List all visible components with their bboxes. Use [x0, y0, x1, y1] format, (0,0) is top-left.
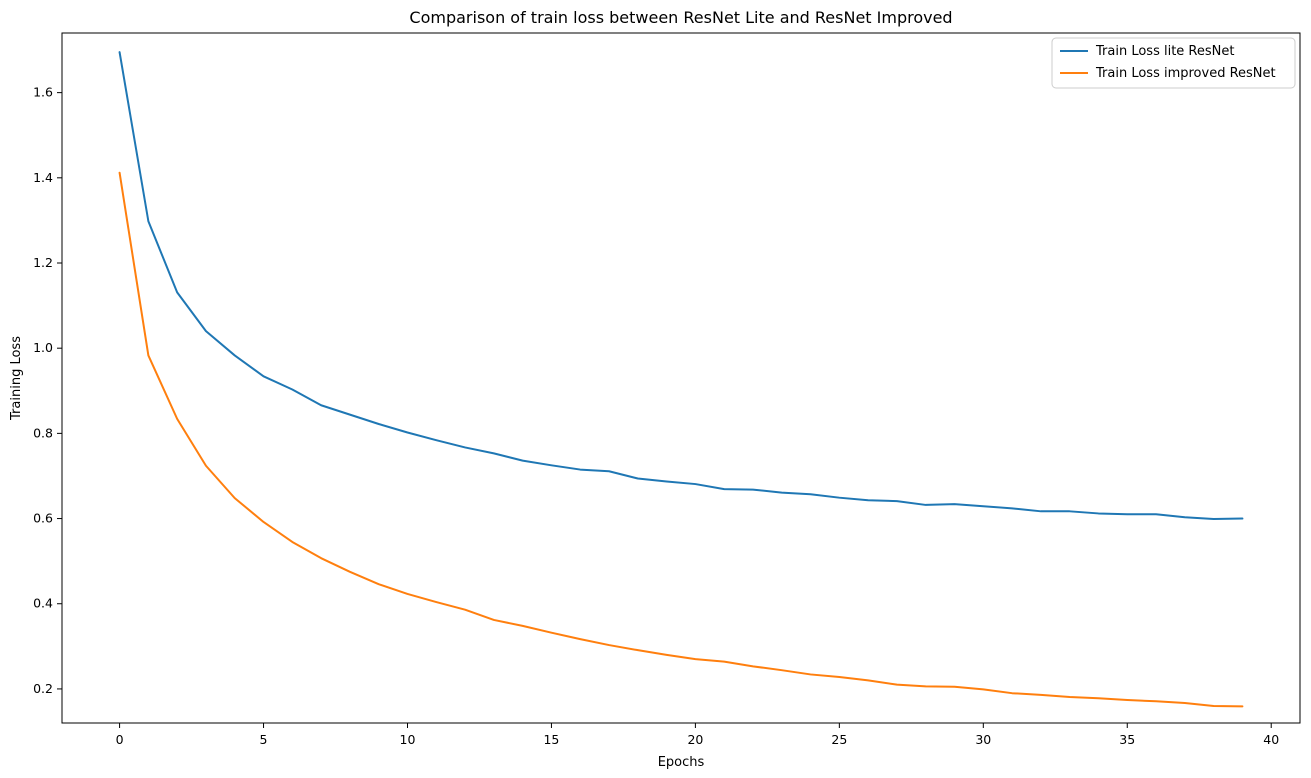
- plot-frame: [61, 32, 1301, 724]
- legend-label-lite: Train Loss lite ResNet: [1095, 44, 1234, 59]
- x-axis-label: Epochs: [658, 755, 705, 770]
- chart-title: Comparison of train loss between ResNet …: [409, 8, 952, 27]
- x-tick-label: 25: [831, 732, 847, 747]
- x-tick-label: 40: [1263, 732, 1279, 747]
- axis-ticks: 0 5 10 15 20 25 30 35 40 0.2 0.4 0.6 0.8 1.0 1.2 1.4 1.6: [33, 85, 1279, 747]
- legend-label-improved: Train Loss improved ResNet: [1095, 66, 1276, 81]
- x-tick-label: 10: [400, 732, 416, 747]
- y-tick-label: 0.6: [33, 511, 53, 526]
- x-tick-label: 30: [975, 732, 991, 747]
- x-tick-label: 5: [260, 732, 268, 747]
- x-tick-label: 20: [687, 732, 703, 747]
- legend: Train Loss lite ResNet Train Loss improv…: [1051, 37, 1296, 89]
- series-line-improved-resnet: [118, 171, 1244, 708]
- legend-box: [1051, 37, 1296, 89]
- y-tick-label: 0.4: [33, 596, 53, 611]
- x-tick-label: 0: [116, 732, 124, 747]
- y-tick-label: 0.8: [33, 425, 53, 440]
- x-tick-label: 35: [1119, 732, 1135, 747]
- series-line-lite-resnet: [118, 51, 1244, 520]
- y-tick-label: 1.6: [33, 85, 53, 100]
- y-tick-label: 0.2: [33, 681, 53, 696]
- y-tick-label: 1.2: [33, 255, 53, 270]
- x-tick-label: 15: [543, 732, 559, 747]
- y-axis-label: Training Loss: [9, 336, 24, 421]
- y-tick-label: 1.0: [33, 340, 53, 355]
- y-tick-label: 1.4: [33, 170, 53, 185]
- series-layer: [118, 51, 1244, 708]
